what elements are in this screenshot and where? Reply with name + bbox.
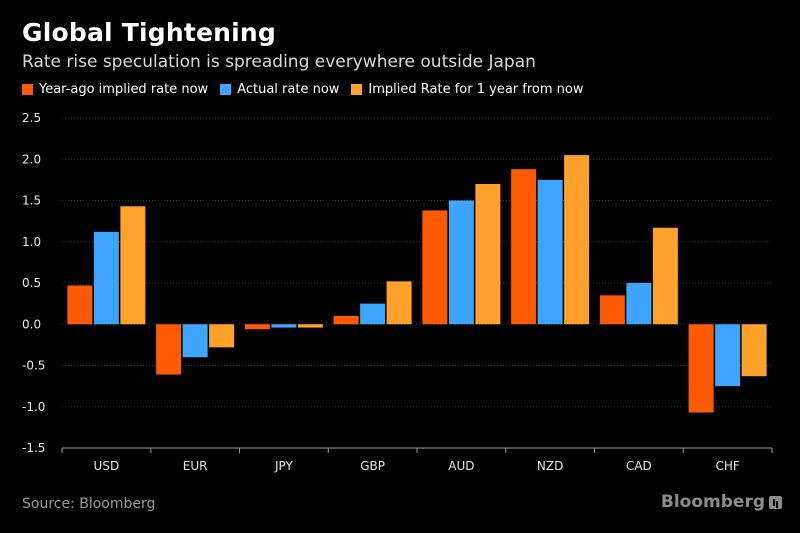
bar-gbp-series-3 bbox=[386, 281, 412, 325]
bar-nzd-series-3 bbox=[564, 155, 590, 325]
x-tick-label: CHF bbox=[715, 459, 739, 473]
legend: Year-ago implied rate now Actual rate no… bbox=[22, 82, 583, 97]
y-tick-label: 2.5 bbox=[22, 111, 41, 125]
bar-nzd-series-2 bbox=[537, 179, 563, 325]
legend-label-implied: Implied Rate for 1 year from now bbox=[368, 82, 584, 97]
y-tick-label: -0.5 bbox=[22, 359, 45, 373]
chart-subtitle: Rate rise speculation is spreading every… bbox=[22, 52, 536, 72]
legend-swatch-year-ago bbox=[22, 84, 33, 95]
bar-cad-series-1 bbox=[599, 295, 625, 325]
bar-jpy-series-3 bbox=[297, 324, 323, 328]
bar-chf-series-2 bbox=[715, 324, 741, 387]
y-tick-label: 1.5 bbox=[22, 194, 41, 208]
bar-eur-series-3 bbox=[209, 324, 235, 348]
x-tick-label: CAD bbox=[626, 459, 652, 473]
brand-name: Bloomberg bbox=[660, 492, 765, 512]
x-tick-label: NZD bbox=[537, 459, 563, 473]
bar-chf-series-1 bbox=[688, 324, 714, 413]
bar-aud-series-1 bbox=[422, 210, 448, 325]
bar-usd-series-2 bbox=[93, 231, 119, 325]
x-tick-label: EUR bbox=[183, 459, 208, 473]
bar-nzd-series-1 bbox=[511, 169, 537, 325]
y-tick-label: 2.0 bbox=[22, 152, 41, 166]
x-tick-label: AUD bbox=[448, 459, 474, 473]
bar-eur-series-1 bbox=[156, 324, 182, 375]
legend-item-implied: Implied Rate for 1 year from now bbox=[351, 82, 583, 97]
legend-item-actual: Actual rate now bbox=[220, 82, 339, 97]
y-tick-label: 0.5 bbox=[22, 276, 41, 290]
y-tick-label: 0.0 bbox=[22, 317, 41, 331]
x-tick-label: USD bbox=[94, 459, 120, 473]
legend-swatch-actual bbox=[220, 84, 232, 95]
y-tick-label: -1.0 bbox=[22, 400, 45, 414]
source-note: Source: Bloomberg bbox=[22, 496, 156, 512]
bloomberg-icon bbox=[769, 495, 782, 509]
legend-item-year-ago: Year-ago implied rate now bbox=[22, 82, 208, 97]
legend-label-year-ago: Year-ago implied rate now bbox=[39, 82, 209, 97]
bar-aud-series-2 bbox=[448, 200, 474, 325]
y-tick-label: 1.0 bbox=[22, 235, 41, 249]
x-tick-label: GBP bbox=[360, 459, 385, 473]
bar-chf-series-3 bbox=[741, 324, 767, 377]
bar-jpy-series-1 bbox=[244, 324, 270, 330]
x-tick-label: JPY bbox=[274, 459, 294, 473]
bar-gbp-series-1 bbox=[333, 316, 359, 325]
legend-label-actual: Actual rate now bbox=[237, 82, 340, 97]
bar-jpy-series-2 bbox=[271, 324, 297, 328]
y-tick-label: -1.5 bbox=[22, 441, 45, 455]
bar-usd-series-3 bbox=[120, 206, 146, 325]
bar-cad-series-3 bbox=[652, 227, 678, 325]
chart-title: Global Tightening bbox=[22, 18, 276, 47]
legend-swatch-implied bbox=[351, 84, 363, 95]
bar-gbp-series-2 bbox=[360, 303, 386, 325]
bar-aud-series-3 bbox=[475, 184, 501, 325]
bar-usd-series-1 bbox=[67, 285, 93, 325]
bar-eur-series-2 bbox=[182, 324, 208, 358]
brand-logo: Bloomberg bbox=[661, 492, 782, 512]
bar-cad-series-2 bbox=[626, 283, 652, 325]
